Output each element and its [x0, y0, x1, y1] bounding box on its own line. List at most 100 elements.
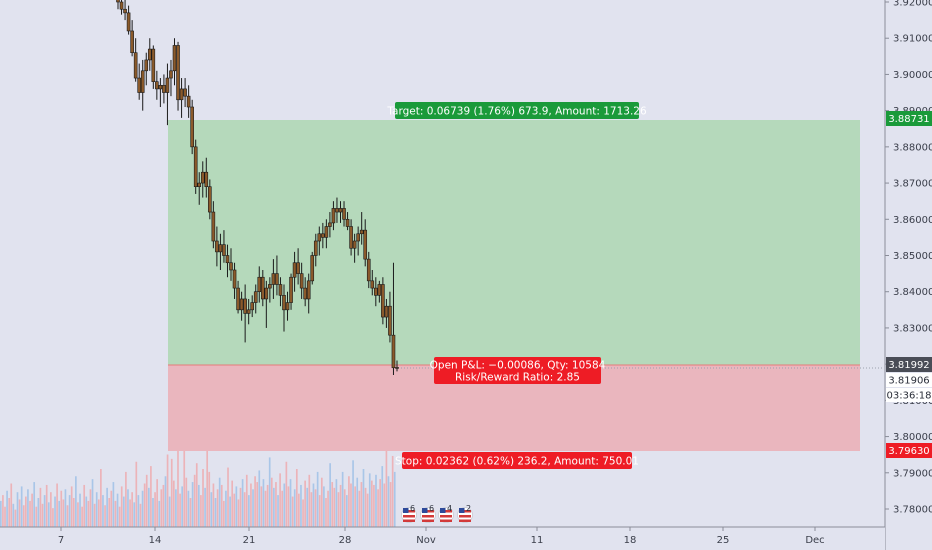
candle	[193, 139, 198, 194]
candle-body	[155, 81, 159, 90]
candle	[303, 277, 307, 307]
candle	[130, 20, 134, 57]
volume-bar	[41, 503, 44, 527]
volume-bar	[304, 480, 306, 527]
stop-label[interactable]: Stop: 0.02362 (0.62%) 236.2, Amount: 750…	[395, 452, 639, 469]
volume-bar	[122, 496, 125, 527]
candle-body	[335, 208, 339, 213]
volume-bar	[85, 496, 88, 527]
candle	[349, 219, 353, 256]
time-axis-background	[0, 527, 885, 550]
price-tick-label: 3.92000	[893, 0, 932, 9]
event-count: 6	[410, 504, 415, 513]
time-axis[interactable]: 7 14 21 28 Nov 11 18 25 Dec	[0, 526, 885, 550]
volume-bar	[293, 489, 296, 527]
candle	[172, 38, 177, 86]
candle-body	[388, 305, 392, 336]
candle-body	[377, 284, 382, 296]
candle-body	[165, 77, 170, 93]
flag-canton	[403, 508, 409, 513]
countdown-tag	[886, 388, 932, 402]
volume-bar	[6, 490, 8, 527]
position-info-label[interactable]: Open P&L: −0.00086, Qty: 10584 Risk/Rewa…	[430, 357, 606, 384]
volume-bar	[389, 482, 392, 527]
time-tick-label: Nov	[416, 535, 436, 546]
target-profit-zone[interactable]	[168, 120, 860, 365]
position-info-box	[434, 357, 601, 384]
volume-bar	[158, 500, 161, 527]
target-price-tag	[886, 111, 932, 126]
volume-bar	[262, 479, 265, 527]
candle	[243, 284, 247, 343]
volume-bar	[43, 495, 46, 527]
candle	[310, 251, 315, 285]
volume-bar	[314, 489, 317, 527]
candles	[116, 0, 399, 376]
price-axis-ticks: 3.920003.910003.900003.890003.880003.870…	[885, 0, 932, 516]
volume-bar	[70, 486, 73, 527]
volume-bar	[131, 492, 133, 527]
volume-bar	[16, 492, 19, 527]
target-label-text: Target: 0.06739 (1.76%) 673.9, Amount: 1…	[386, 106, 647, 118]
event-count: 2	[466, 504, 471, 513]
volume-bar	[289, 479, 292, 527]
volume-bar	[20, 486, 23, 527]
volume-bar	[373, 484, 375, 527]
volume-bar	[191, 482, 194, 527]
volume-bar	[375, 474, 377, 527]
volume-bar	[362, 469, 365, 527]
event-badge[interactable]: 6	[401, 504, 417, 523]
candle-body	[306, 280, 311, 300]
economic-events[interactable]: 6 6 4 2	[401, 504, 473, 523]
flag-canton	[459, 508, 465, 513]
candle-body	[250, 302, 254, 311]
volume-bar	[129, 499, 131, 527]
event-badge[interactable]: 6	[420, 504, 436, 523]
candle	[299, 262, 304, 299]
volume-bar	[33, 482, 36, 527]
candle-body	[239, 298, 244, 311]
event-badge[interactable]: 2	[457, 504, 473, 523]
stop-label-text: Stop: 0.02362 (0.62%) 236.2, Amount: 750…	[395, 456, 639, 468]
volume-bar	[60, 490, 63, 527]
volume-bar	[329, 463, 331, 527]
volume-bar	[381, 466, 384, 527]
volume-bar	[379, 479, 381, 527]
volume-bar	[52, 508, 54, 527]
last-price-tag-text: 3.81906	[888, 376, 929, 387]
event-badge[interactable]: 4	[438, 504, 454, 523]
volume-bar	[337, 492, 340, 527]
target-label[interactable]: Target: 0.06739 (1.76%) 673.9, Amount: 1…	[386, 102, 647, 119]
candle	[215, 226, 219, 267]
candle-body	[211, 211, 216, 242]
volume-bar	[2, 495, 4, 527]
volume-bar	[91, 479, 94, 527]
entry-price-tag-text: 3.81992	[888, 360, 929, 371]
volume-bar	[270, 477, 273, 527]
candle-body	[381, 284, 385, 318]
volume-bar	[354, 486, 356, 527]
candle-body	[342, 208, 346, 220]
candle-body	[303, 287, 307, 300]
price-axis[interactable]: 3.920003.910003.900003.890003.880003.870…	[884, 0, 932, 550]
volume-bar	[29, 500, 31, 527]
price-axis-background	[885, 0, 932, 550]
volume-bar	[352, 460, 354, 527]
candle	[356, 226, 360, 256]
volume-bar	[318, 495, 321, 527]
flag-stripe	[422, 515, 434, 518]
candle	[165, 63, 170, 126]
candle	[285, 291, 290, 321]
candle	[260, 269, 265, 307]
volume-bar	[345, 495, 348, 527]
price-tick-label: 3.88000	[893, 142, 932, 153]
candle-body	[321, 233, 325, 238]
candle	[264, 280, 269, 328]
candle-body	[200, 171, 205, 184]
volume-bar	[333, 487, 336, 527]
volume-bar	[231, 480, 234, 527]
candle	[183, 78, 187, 108]
volume-bar	[227, 467, 229, 527]
